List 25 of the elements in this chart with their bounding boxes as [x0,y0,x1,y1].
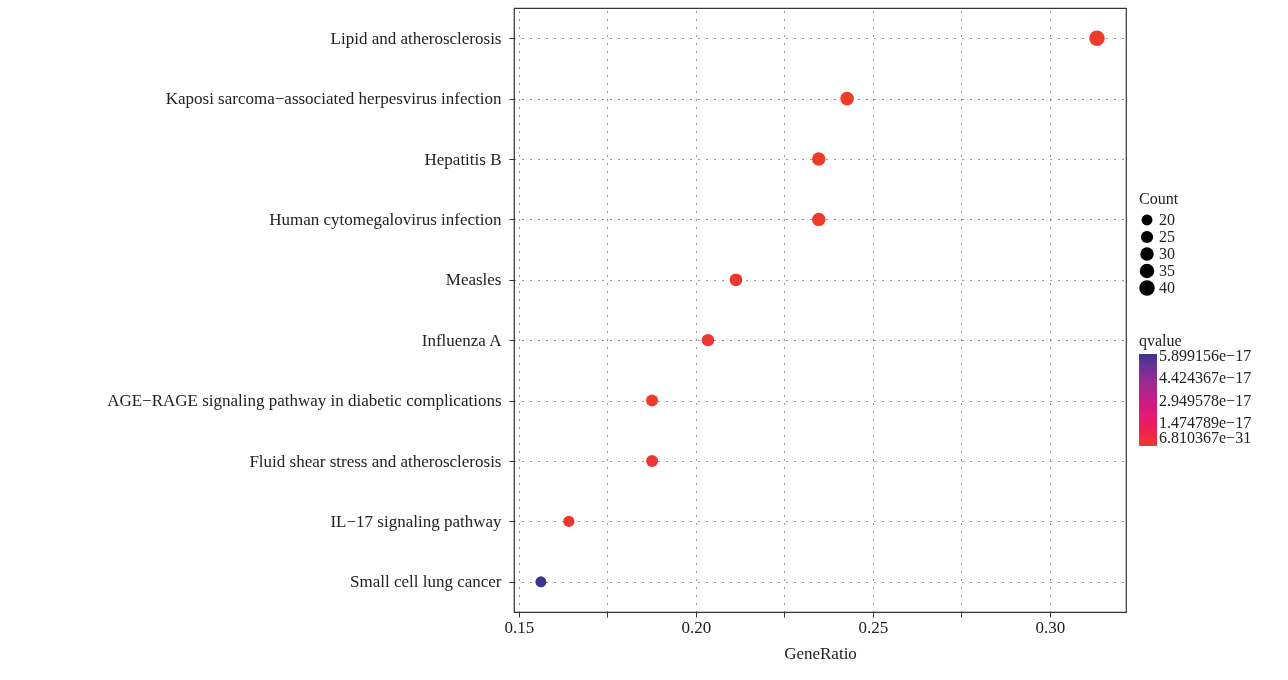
legend-label: 35 [1159,262,1175,279]
legend-label: 25 [1159,228,1175,245]
color-bar-label: 1.474789e−17 [1159,414,1252,432]
color-bar-label: 6.810367e−31 [1159,429,1252,446]
legend-label: 20 [1159,211,1175,228]
y-tick-label: Hepatitis B [424,149,502,169]
y-tick-label: Fluid shear stress and atherosclerosis [249,451,502,471]
x-axis-title: GeneRatio [784,643,857,663]
legend-label: 30 [1159,245,1175,262]
y-tick-label: Lipid and atherosclerosis [330,28,502,48]
legend-title: Count [1139,190,1179,207]
y-tick-label: IL−17 signaling pathway [330,511,502,531]
y-tick-label: Measles [445,270,502,290]
x-tick-label: 0.15 [504,617,535,637]
legend-label: 40 [1159,279,1175,296]
x-tick-label: 0.25 [858,617,889,637]
y-tick-label: Small cell lung cancer [349,572,502,592]
y-tick-label: Kaposi sarcoma−associated herpesvirus infection [165,89,502,109]
y-tick-label: Human cytomegalovirus infection [269,209,502,229]
color-bar-label: 2.949578e−17 [1159,391,1252,409]
x-tick-label: 0.30 [1035,617,1066,637]
y-tick-label: AGE−RAGE signaling pathway in diabetic complications [107,391,502,411]
y-tick-label: Influenza A [421,330,503,350]
x-tick-label: 0.20 [681,617,712,637]
color-bar-label: 4.424367e−17 [1159,369,1252,387]
